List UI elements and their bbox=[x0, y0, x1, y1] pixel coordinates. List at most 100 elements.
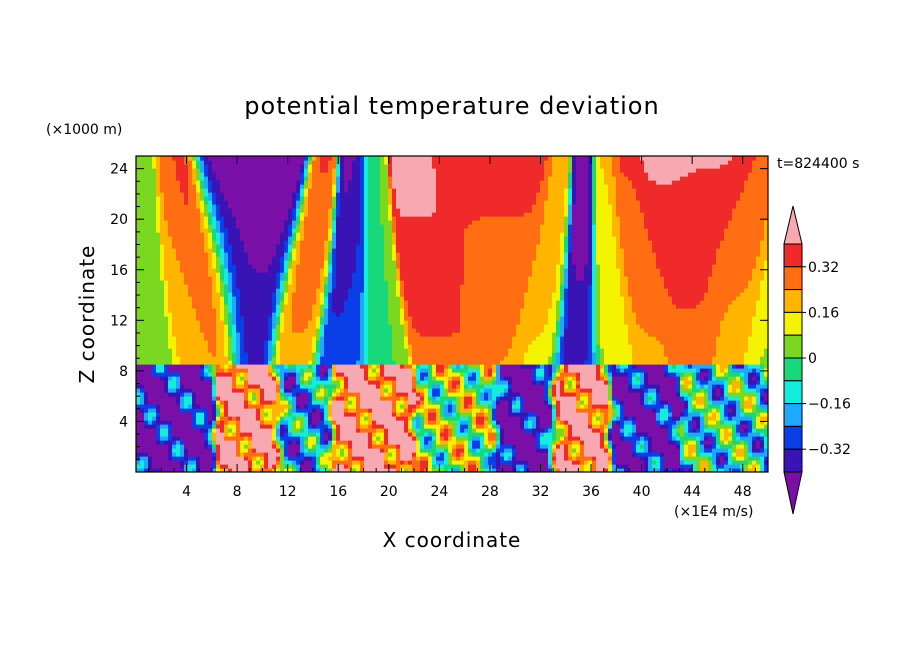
contour-cell bbox=[348, 448, 353, 453]
contour-cell bbox=[260, 372, 265, 377]
contour-cell bbox=[268, 372, 273, 377]
contour-cell bbox=[472, 368, 477, 373]
contour-cell bbox=[412, 456, 417, 461]
contour-cell bbox=[360, 464, 365, 469]
contour-cell bbox=[456, 436, 461, 441]
contour-cell bbox=[356, 436, 361, 441]
contour-cell bbox=[356, 364, 361, 369]
contour-cell bbox=[396, 404, 401, 409]
contour-cell bbox=[348, 464, 353, 469]
contour-cell bbox=[748, 348, 753, 353]
contour-cell bbox=[256, 352, 261, 357]
contour-cell bbox=[588, 456, 593, 461]
contour-cell bbox=[152, 432, 157, 437]
contour-cell bbox=[696, 428, 701, 433]
contour-cell bbox=[312, 432, 317, 437]
contour-cell bbox=[740, 384, 745, 389]
contour-cell bbox=[312, 404, 317, 409]
contour-cell bbox=[764, 436, 768, 441]
contour-cell bbox=[280, 388, 285, 393]
contour-cell bbox=[540, 356, 545, 361]
contour-cell bbox=[392, 392, 397, 397]
contour-cell bbox=[256, 460, 261, 465]
contour-cell bbox=[276, 384, 281, 389]
contour-cell bbox=[616, 452, 621, 457]
contour-cell bbox=[328, 444, 333, 449]
contour-cell bbox=[684, 404, 689, 409]
contour-cell bbox=[508, 388, 513, 393]
contour-cell bbox=[512, 344, 517, 349]
contour-cell bbox=[524, 456, 529, 461]
contour-cell bbox=[280, 460, 285, 465]
contour-cell bbox=[628, 360, 633, 365]
contour-cell bbox=[512, 448, 517, 453]
contour-cell bbox=[360, 460, 365, 465]
contour-cell bbox=[656, 372, 661, 377]
contour-cell bbox=[208, 368, 213, 373]
contour-cell bbox=[304, 388, 309, 393]
contour-cell bbox=[384, 364, 389, 369]
contour-cell bbox=[204, 348, 209, 353]
contour-cell bbox=[148, 404, 153, 409]
contour-cell bbox=[728, 360, 733, 365]
contour-cell bbox=[696, 388, 701, 393]
contour-cell bbox=[408, 420, 413, 425]
contour-cell bbox=[380, 384, 385, 389]
contour-cell bbox=[416, 396, 421, 401]
contour-cell bbox=[296, 440, 301, 445]
contour-cell bbox=[256, 416, 261, 421]
contour-cell bbox=[372, 464, 377, 469]
contour-cell bbox=[472, 424, 477, 429]
contour-cell bbox=[568, 420, 573, 425]
contour-cell bbox=[568, 428, 573, 433]
contour-cell bbox=[672, 448, 677, 453]
contour-cell bbox=[660, 424, 665, 429]
contour-cell bbox=[196, 372, 201, 377]
contour-cell bbox=[228, 464, 233, 469]
contour-cell bbox=[492, 452, 497, 457]
contour-cell bbox=[408, 380, 413, 385]
contour-cell bbox=[232, 436, 237, 441]
contour-cell bbox=[732, 452, 737, 457]
contour-cell bbox=[300, 428, 305, 433]
contour-cell bbox=[280, 396, 285, 401]
contour-cell bbox=[324, 388, 329, 393]
contour-cell bbox=[532, 388, 537, 393]
contour-cell bbox=[624, 368, 629, 373]
contour-cell bbox=[272, 348, 277, 353]
contour-cell bbox=[196, 384, 201, 389]
contour-cell bbox=[304, 420, 309, 425]
contour-cell bbox=[180, 424, 185, 429]
contour-cell bbox=[156, 456, 161, 461]
contour-cell bbox=[632, 448, 637, 453]
contour-cell bbox=[544, 364, 549, 369]
contour-cell bbox=[460, 376, 465, 381]
contour-cell bbox=[512, 352, 517, 357]
contour-cell bbox=[652, 440, 657, 445]
contour-cell bbox=[356, 356, 361, 361]
contour-cell bbox=[428, 452, 433, 457]
contour-cell bbox=[376, 436, 381, 441]
contour-cell bbox=[336, 400, 341, 405]
contour-cell bbox=[480, 452, 485, 457]
contour-cell bbox=[268, 404, 273, 409]
contour-cell bbox=[752, 464, 757, 469]
contour-cell bbox=[168, 344, 173, 349]
contour-cell bbox=[692, 404, 697, 409]
contour-cell bbox=[276, 400, 281, 405]
contour-cell bbox=[528, 432, 533, 437]
contour-cell bbox=[220, 460, 225, 465]
contour-cell bbox=[592, 460, 597, 465]
contour-cell bbox=[576, 440, 581, 445]
contour-cell bbox=[580, 468, 585, 472]
contour-cell bbox=[348, 452, 353, 457]
contour-cell bbox=[160, 392, 165, 397]
contour-cell bbox=[316, 408, 321, 413]
contour-cell bbox=[680, 424, 685, 429]
contour-cell bbox=[292, 388, 297, 393]
contour-cell bbox=[252, 452, 257, 457]
contour-cell bbox=[140, 368, 145, 373]
contour-cell bbox=[180, 352, 185, 357]
contour-cell bbox=[360, 364, 365, 369]
contour-cell bbox=[356, 404, 361, 409]
